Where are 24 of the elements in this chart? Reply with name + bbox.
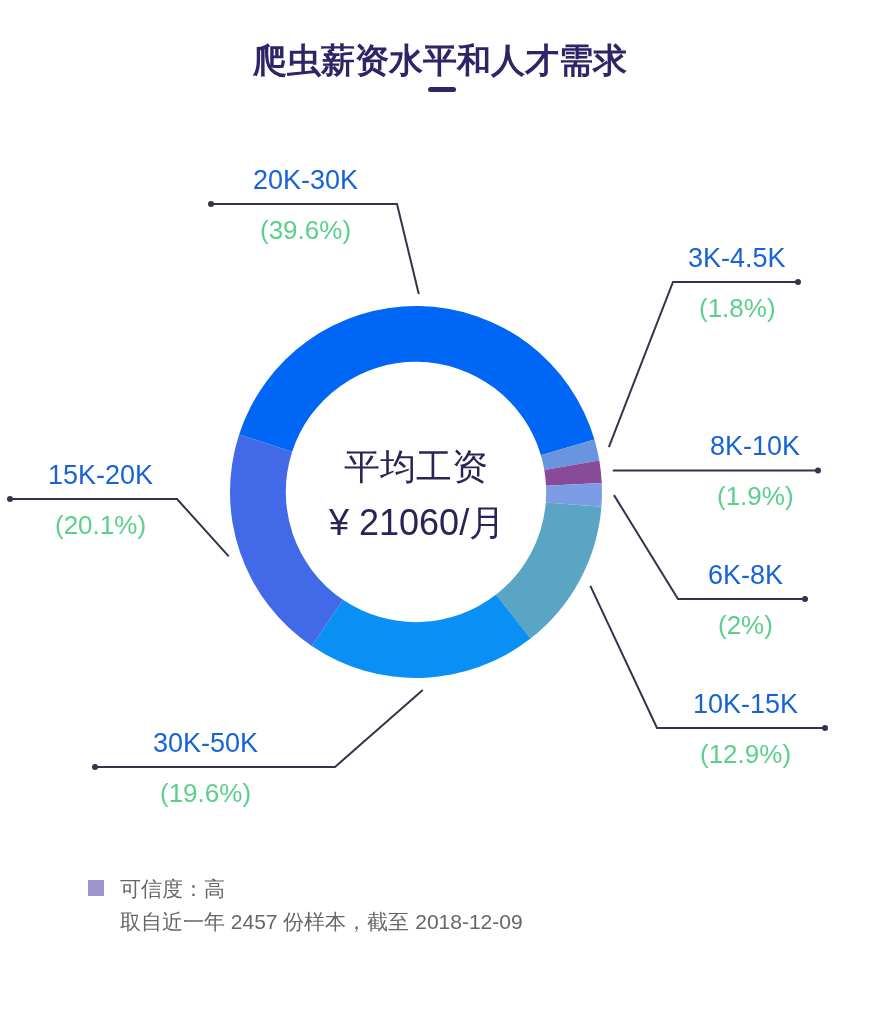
data-label: (12.9%): [700, 739, 792, 769]
slice-label: 15K-20K: [48, 460, 154, 490]
slice-label: 6K-8K: [708, 560, 784, 590]
donut-slice: [311, 594, 531, 678]
slice-label: 20K-30K: [253, 165, 359, 195]
data-label: (39.6%): [260, 215, 352, 245]
text: 可信度：高: [120, 877, 225, 900]
donut-slice: [496, 502, 602, 639]
text: ¥ 21060/月: [328, 502, 506, 543]
slice-label: 3K-4.5K: [688, 243, 786, 273]
data-label: (20.1%): [55, 510, 147, 540]
data-label: (2%): [718, 610, 773, 640]
slice-label: 8K-10K: [710, 431, 801, 461]
data-label: (19.6%): [160, 778, 252, 808]
slice-label: 30K-50K: [153, 728, 259, 758]
donut-slice: [544, 460, 602, 486]
chart-title: 爬虫薪资水平和人才需求: [252, 40, 627, 79]
text: 平均工资: [344, 446, 488, 487]
data-label: (1.9%): [717, 481, 794, 511]
data-label: (1.8%): [699, 293, 776, 323]
text: 取自近一年 2457 份样本，截至 2018-12-09: [120, 910, 523, 933]
slice-label: 10K-15K: [693, 689, 799, 719]
donut-slice: [540, 439, 600, 470]
donut-slice: [545, 482, 602, 507]
